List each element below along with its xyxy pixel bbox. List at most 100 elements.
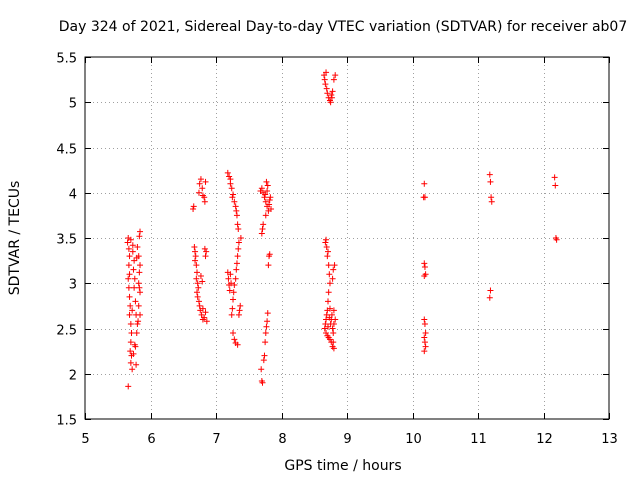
data-point xyxy=(264,187,271,194)
data-point xyxy=(195,298,202,305)
data-point xyxy=(326,305,333,312)
data-point xyxy=(224,169,231,176)
data-point xyxy=(128,330,135,337)
chart-title: Day 324 of 2021, Sidereal Day-to-day VTE… xyxy=(59,19,628,35)
data-point xyxy=(228,185,235,192)
data-point xyxy=(487,178,494,185)
data-point xyxy=(233,212,240,219)
data-point xyxy=(329,275,336,282)
x-tick-label: 9 xyxy=(343,432,351,447)
data-point xyxy=(202,309,209,316)
data-point xyxy=(421,348,428,355)
data-point xyxy=(196,302,203,309)
data-point xyxy=(192,253,199,260)
data-point xyxy=(421,339,428,346)
data-point xyxy=(332,72,339,79)
data-point xyxy=(421,334,428,341)
y-tick-label: 3 xyxy=(69,278,77,293)
data-point xyxy=(323,69,330,76)
data-point xyxy=(421,180,428,187)
data-point xyxy=(260,221,267,228)
data-point xyxy=(233,266,240,273)
data-point xyxy=(321,76,328,83)
data-point xyxy=(126,293,133,300)
data-point xyxy=(261,352,268,359)
data-point xyxy=(323,311,330,318)
x-tick-label: 11 xyxy=(470,432,487,447)
data-point xyxy=(198,311,205,318)
y-tick-label: 2.5 xyxy=(56,324,77,339)
data-point xyxy=(324,90,331,97)
data-point xyxy=(225,275,232,282)
data-point xyxy=(259,379,266,386)
y-tick-label: 5 xyxy=(69,97,77,112)
data-point xyxy=(131,275,138,282)
data-point xyxy=(127,320,134,327)
data-point xyxy=(486,171,493,178)
data-point xyxy=(330,76,337,83)
data-point xyxy=(237,235,244,241)
y-tick-label: 2 xyxy=(69,369,77,384)
data-point xyxy=(126,271,133,278)
data-point xyxy=(194,280,201,287)
data-point xyxy=(124,239,131,246)
data-point xyxy=(422,343,429,350)
grid xyxy=(85,57,609,419)
x-axis-label: GPS time / hours xyxy=(284,458,401,474)
data-point xyxy=(331,262,338,269)
data-point xyxy=(201,314,208,321)
data-point xyxy=(263,323,270,330)
data-point xyxy=(259,225,266,232)
x-tick-label: 7 xyxy=(212,432,220,447)
data-point xyxy=(262,330,269,337)
data-point xyxy=(258,366,265,373)
x-tick-label: 5 xyxy=(81,432,89,447)
data-point xyxy=(130,266,137,273)
data-points xyxy=(124,69,560,390)
data-point xyxy=(202,253,209,260)
data-point xyxy=(194,289,201,296)
data-point xyxy=(233,207,240,214)
data-point xyxy=(264,182,271,189)
data-point xyxy=(137,311,144,318)
data-point xyxy=(264,318,271,325)
data-point xyxy=(325,298,332,305)
data-point xyxy=(235,225,242,232)
data-point xyxy=(201,245,208,252)
data-point xyxy=(488,194,495,201)
data-point xyxy=(226,287,233,294)
data-point xyxy=(486,294,493,301)
data-point xyxy=(230,296,237,303)
data-point xyxy=(129,248,136,255)
data-point xyxy=(129,307,136,314)
data-point xyxy=(323,330,330,337)
data-point xyxy=(329,88,336,95)
axis-ticks: 5 6 7 8 9 10 11 12 13 1.5 2 2.5 3 3.5 4 4.5 5 5.5 xyxy=(56,52,617,448)
y-tick-label: 5.5 xyxy=(56,52,77,67)
data-point xyxy=(553,236,560,243)
data-point xyxy=(126,253,133,260)
data-point xyxy=(421,273,428,280)
data-point xyxy=(137,262,144,269)
x-tick-label: 13 xyxy=(601,432,618,447)
data-point xyxy=(135,318,142,325)
data-point xyxy=(328,311,335,318)
data-point xyxy=(202,178,209,185)
data-point xyxy=(190,206,197,213)
data-point xyxy=(196,180,203,187)
data-point xyxy=(233,260,240,267)
data-point xyxy=(268,206,275,213)
data-point xyxy=(230,191,237,198)
data-point xyxy=(229,194,236,201)
data-point xyxy=(133,330,140,337)
data-point xyxy=(326,336,333,343)
data-point xyxy=(232,203,239,210)
data-point xyxy=(327,99,334,106)
data-point xyxy=(125,245,132,252)
data-point xyxy=(134,244,141,251)
data-point xyxy=(328,92,335,99)
data-point xyxy=(129,366,136,373)
data-point xyxy=(203,248,210,255)
y-tick-label: 4.5 xyxy=(56,143,77,158)
data-point xyxy=(230,330,237,337)
